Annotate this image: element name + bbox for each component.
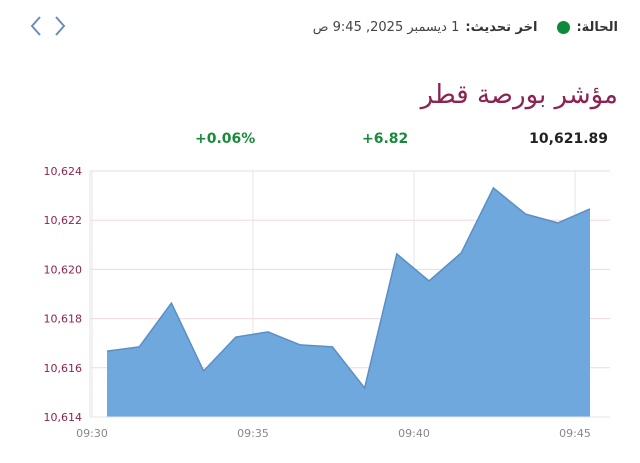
status-bar: الحالة: اخر تحديث: 1 ديسمبر 2025, 9:45 ص — [313, 20, 618, 35]
series-line — [106, 186, 591, 390]
nav-arrows — [28, 14, 68, 38]
y-tick-label: 10,622 — [44, 214, 83, 227]
index-change-pct: +0.06% — [195, 131, 256, 147]
y-tick-label: 10,614 — [44, 411, 83, 424]
y-tick-label: 10,620 — [44, 263, 83, 276]
x-tick-label: 09:30 — [76, 427, 108, 440]
index-change: +6.82 — [362, 131, 409, 147]
x-tick-label: 09:40 — [398, 427, 430, 440]
area-fill — [107, 187, 590, 417]
y-tick-label: 10,618 — [44, 313, 83, 326]
status-label: الحالة: — [576, 20, 618, 35]
page-title: مؤشر بورصة قطر — [420, 80, 618, 110]
chevron-left-icon[interactable] — [28, 14, 44, 38]
last-update-value: 1 ديسمبر 2025, 9:45 ص — [312, 20, 460, 35]
index-value: 10,621.89 — [529, 131, 608, 147]
chevron-right-icon[interactable] — [52, 14, 68, 38]
last-update-label: اخر تحديث: — [465, 20, 538, 35]
index-chart: 10,614 10,616 10,618 10,620 10,622 10,624 09:3… — [44, 165, 610, 440]
y-tick-label: 10,624 — [44, 165, 83, 178]
x-tick-label: 09:45 — [559, 427, 591, 440]
status-dot-icon — [557, 21, 571, 34]
x-tick-label: 09:35 — [237, 427, 269, 440]
y-tick-label: 10,616 — [44, 362, 83, 375]
